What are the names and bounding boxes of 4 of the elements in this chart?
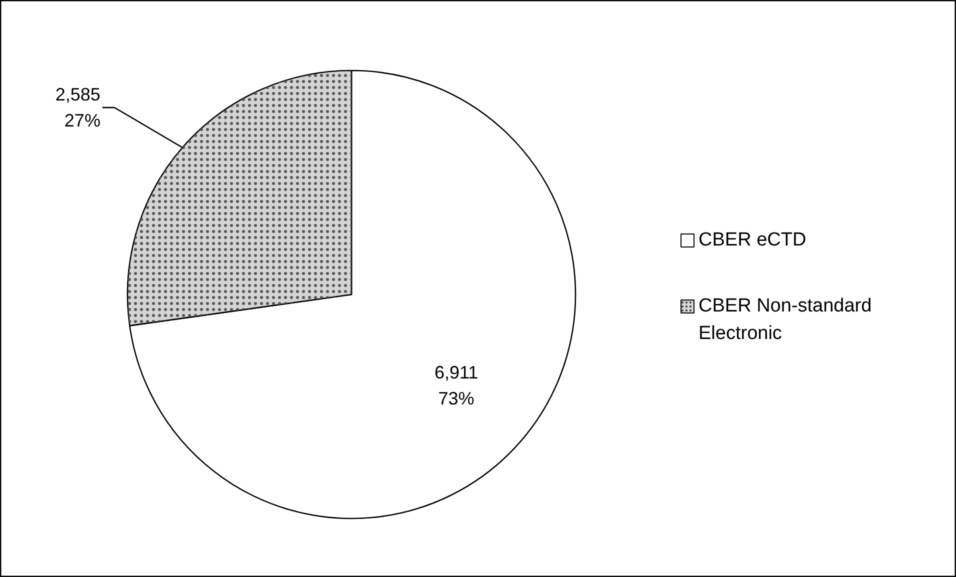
legend-label: CBER eCTD — [698, 230, 806, 250]
data-label: 6,911 73% — [434, 362, 478, 409]
data-label: 2,585 27% — [55, 84, 100, 131]
legend-label: CBER Non-standard Electronic — [698, 296, 872, 344]
